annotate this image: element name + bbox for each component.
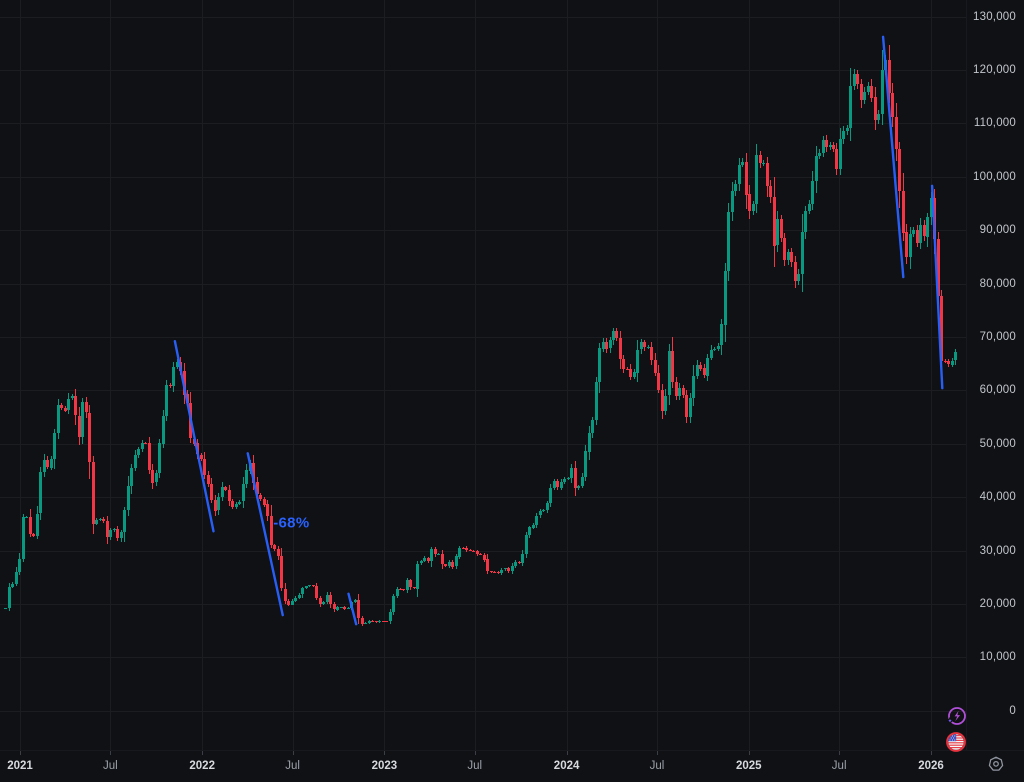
price-tick-label: 30,000: [979, 544, 1016, 557]
candles-down-bodies: [29, 60, 950, 624]
price-tick-label: 10,000: [979, 651, 1016, 664]
time-axis[interactable]: 2021 Jul 2022 Jul 2023 Jul 2024 Jul 2025 Jul 2026: [0, 750, 1024, 782]
price-tick-label: 50,000: [979, 437, 1016, 450]
candlestick-plot[interactable]: [0, 0, 966, 750]
drawdown-percent-label[interactable]: -68%: [273, 514, 310, 532]
price-tick-label: 90,000: [979, 224, 1016, 237]
time-tick-mark: [293, 751, 294, 755]
trendline-drawing[interactable]: [173, 339, 215, 533]
price-tick-label: 40,000: [979, 491, 1016, 504]
price-tick-label: 0: [1009, 704, 1016, 717]
price-tick-label: 100,000: [973, 170, 1016, 183]
time-tick-label: Jul: [831, 760, 847, 772]
us-flag-icon[interactable]: [944, 730, 968, 754]
trendline-drawing[interactable]: [930, 184, 944, 390]
trendline-drawing[interactable]: [881, 35, 905, 279]
time-tick-label: 2024: [553, 760, 580, 772]
time-tick-label: Jul: [285, 760, 300, 772]
price-tick-label: 70,000: [979, 330, 1016, 343]
ai-lightning-icon[interactable]: [944, 705, 968, 729]
time-tick-mark: [384, 751, 385, 755]
time-tick-label: 2026: [918, 760, 944, 772]
time-tick-label: 2025: [736, 760, 762, 772]
time-tick-mark: [931, 751, 932, 755]
price-tick-label: 130,000: [973, 10, 1016, 23]
time-tick-label: Jul: [649, 760, 665, 772]
candles-up-bodies: [4, 60, 957, 624]
trendline-drawing[interactable]: [246, 452, 284, 617]
price-axis[interactable]: 0 10,000 20,000 30,000 40,000 50,000 60,000 70,…: [966, 0, 1024, 750]
time-tick-mark: [749, 751, 750, 755]
time-tick-mark: [839, 751, 840, 755]
axis-corner: [966, 750, 1024, 781]
price-tick-label: 120,000: [973, 63, 1016, 76]
price-tick-label: 80,000: [979, 277, 1016, 290]
price-tick-label: 20,000: [979, 597, 1016, 610]
price-tick-label: 60,000: [979, 384, 1016, 397]
candles-down-wicks: [30, 45, 949, 626]
trendline-drawing[interactable]: [347, 592, 358, 626]
time-tick-label: 2021: [7, 760, 33, 772]
time-tick-mark: [475, 751, 476, 755]
time-tick-label: Jul: [103, 760, 118, 772]
grid-lines: [0, 0, 966, 750]
time-tick-mark: [20, 751, 21, 755]
time-tick-label: 2022: [189, 760, 215, 772]
price-tick-label: 110,000: [973, 117, 1016, 130]
time-tick-mark: [202, 751, 203, 755]
time-tick-label: Jul: [467, 760, 483, 772]
time-tick-mark: [657, 751, 658, 755]
time-tick-mark: [110, 751, 111, 755]
time-tick-mark: [567, 751, 568, 755]
time-tick-label: 2023: [371, 760, 398, 772]
gear-icon[interactable]: [987, 755, 1005, 773]
